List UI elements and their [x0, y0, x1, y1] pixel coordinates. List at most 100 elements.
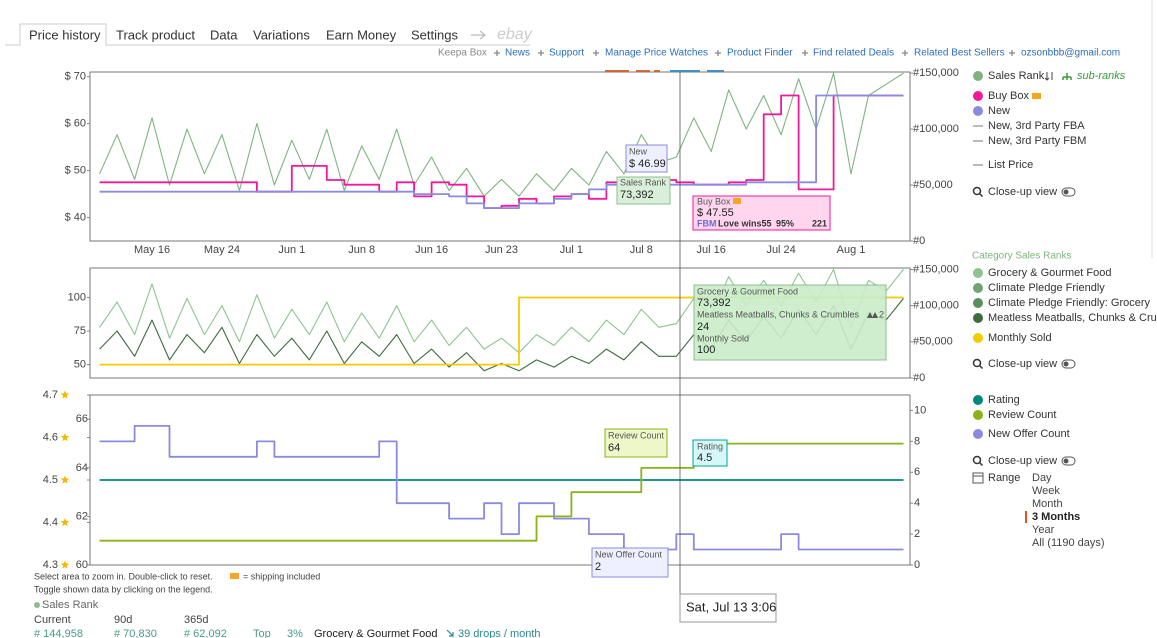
tooltip-label: New Offer Count [595, 549, 662, 559]
range-option[interactable]: Month [1032, 498, 1063, 510]
legend-label[interactable]: New, 3rd Party FBM [988, 135, 1086, 147]
x-tick-label: May 16 [134, 244, 170, 256]
stats-header: 365d [184, 614, 208, 626]
tick-label: 50 [74, 358, 86, 370]
legend-label[interactable]: Climate Pledge Friendly [988, 282, 1105, 294]
link[interactable]: Product Finder [727, 48, 793, 59]
tick-label: 60 [76, 559, 88, 571]
tree-icon [1062, 73, 1072, 80]
link[interactable]: Support [549, 48, 584, 59]
tooltip [604, 428, 668, 458]
closeup-label[interactable]: Close-up view [988, 186, 1057, 198]
legend-marker [973, 268, 983, 278]
legend-label[interactable]: Meatless Meatballs, Chunks & Crumbles [988, 312, 1157, 324]
note: = shipping included [243, 571, 320, 581]
range-option[interactable]: All (1190 days) [1032, 537, 1105, 549]
tick-label: 8 [914, 435, 920, 447]
range-option[interactable]: Week [1032, 485, 1060, 497]
closeup-label[interactable]: Close-up view [988, 358, 1057, 370]
tick-label: $ 50 [65, 164, 86, 176]
range-option[interactable]: 3 Months [1032, 511, 1080, 523]
link[interactable]: News [505, 48, 530, 59]
star-icon [60, 433, 70, 442]
link-icon [867, 312, 878, 318]
tab[interactable]: ebay [497, 26, 533, 43]
range-option[interactable]: Day [1032, 472, 1052, 484]
legend-label[interactable]: Monthly Sold [988, 332, 1052, 344]
tick-label: 75 [74, 325, 86, 337]
tooltip-label: Sales Rank [620, 177, 667, 187]
sub-ranks-link[interactable]: sub-ranks [1077, 70, 1126, 82]
legend-label[interactable]: Rating [988, 394, 1020, 406]
tick-label: 62 [76, 510, 88, 522]
tab[interactable]: Data [210, 27, 238, 42]
tab[interactable]: Price history [29, 27, 101, 42]
tick-label: #50,000 [913, 179, 953, 191]
legend-label[interactable]: List Price [988, 159, 1033, 171]
stats-drops: 39 drops / month [458, 628, 541, 638]
stats-value: # 62,092 [184, 628, 227, 638]
legend-label[interactable]: New Offer Count [988, 428, 1070, 440]
series-line [99, 425, 904, 551]
tooltip-label: Buy Box [697, 196, 731, 206]
series-line [99, 94, 904, 209]
x-tick-label: Jul 8 [630, 244, 653, 256]
tab[interactable]: Earn Money [326, 27, 397, 42]
link[interactable]: Manage Price Watches [605, 48, 708, 59]
tab[interactable]: Settings [411, 27, 458, 42]
stats-title[interactable]: Sales Rank [42, 599, 99, 611]
link[interactable]: Keepa Box [438, 48, 487, 59]
tooltip-count: 221 [812, 218, 827, 228]
tooltip [616, 176, 671, 205]
tooltip-label: Meatless Meatballs, Chunks & Crumbles [697, 309, 860, 319]
x-tick-label: Jun 23 [485, 244, 518, 256]
legend-label[interactable]: Sales Rank [988, 70, 1045, 82]
tooltip-label: Grocery & Gourmet Food [697, 286, 798, 296]
tick-label: 4.5 [43, 474, 58, 486]
tick-label: 100 [68, 291, 86, 303]
legend-label[interactable]: Climate Pledge Friendly: Grocery [988, 297, 1151, 309]
arrow-icon [471, 30, 486, 40]
range-option[interactable]: Year [1032, 524, 1055, 536]
legend-label[interactable]: Buy Box [988, 90, 1029, 102]
x-tick-label: Jul 16 [697, 244, 726, 256]
tick-label: #150,000 [913, 263, 959, 275]
series-line [99, 72, 904, 197]
tooltip-value: 24 [697, 321, 709, 333]
tick-label: #100,000 [913, 123, 959, 135]
link[interactable]: Find related Deals [813, 48, 894, 59]
tick-label: 4.7 [43, 389, 58, 401]
stats-value: # 70,830 [114, 628, 157, 638]
stats-header: Current [34, 614, 71, 626]
tooltip [692, 195, 831, 231]
tick-label: 66 [76, 413, 88, 425]
legend-label[interactable]: New, 3rd Party FBA [988, 120, 1085, 132]
closeup-label[interactable]: Close-up view [988, 455, 1057, 467]
link[interactable]: ozsonbbb@gmail.com [1021, 48, 1120, 59]
tooltip-value: 64 [608, 442, 620, 454]
magnifier-icon [972, 358, 982, 368]
x-tick-label: Jul 1 [560, 244, 583, 256]
stats-top-pct: 3% [287, 628, 303, 638]
tick-label: 6 [914, 466, 920, 478]
star-icon [60, 518, 70, 527]
legend-label[interactable]: New [988, 105, 1010, 117]
tooltip-value: 73,392 [620, 189, 654, 201]
magnifier-icon [978, 192, 984, 198]
x-tick-label: Jun 1 [278, 244, 305, 256]
legend-label[interactable]: Review Count [988, 409, 1056, 421]
drop-arrow [446, 629, 454, 637]
magnifier-icon [978, 461, 984, 467]
tab[interactable]: Variations [253, 27, 310, 42]
x-tick-label: Jun 8 [348, 244, 375, 256]
tab[interactable]: Track product [116, 27, 195, 42]
tooltip-value: 2 [595, 561, 601, 573]
tooltip [625, 144, 668, 173]
stats-dot [34, 602, 40, 608]
legend-label[interactable]: Grocery & Gourmet Food [988, 267, 1112, 279]
tooltip-label: New [629, 146, 648, 156]
legend-marker [973, 395, 983, 405]
tick-label: 0 [914, 559, 920, 571]
tooltip-rating: 95% [776, 218, 794, 228]
link[interactable]: Related Best Sellers [914, 48, 1005, 59]
